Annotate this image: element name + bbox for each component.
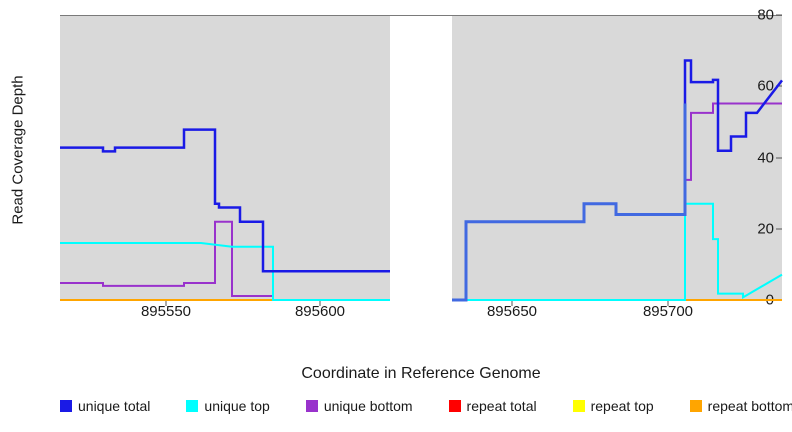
plot-area: 80 60 40 20 0 895550 895600 895650 89570… — [60, 15, 782, 300]
coverage-chart: 80 60 40 20 0 895550 895600 895650 89570… — [0, 0, 792, 432]
left-unique-total-line — [60, 130, 390, 272]
chart-legend: unique total unique top unique bottom re… — [60, 398, 782, 414]
legend-item-unique-bottom: unique bottom — [306, 398, 413, 414]
legend-item-repeat-bottom: repeat bottom — [690, 398, 792, 414]
coverage-lines-svg — [60, 15, 782, 300]
x-tick-895700: 895700 — [643, 303, 693, 320]
x-axis-title: Coordinate in Reference Genome — [60, 365, 782, 383]
x-tick-895650: 895650 — [487, 303, 537, 320]
right-unique-total-highlight-line — [452, 104, 685, 300]
x-tick-895600: 895600 — [295, 303, 345, 320]
legend-item-unique-top: unique top — [186, 398, 269, 414]
legend-label-unique-total: unique total — [78, 398, 150, 414]
repeat-top-swatch-icon — [573, 400, 585, 412]
unique-total-swatch-icon — [60, 400, 72, 412]
repeat-total-swatch-icon — [449, 400, 461, 412]
x-tick-895550: 895550 — [141, 303, 191, 320]
legend-label-repeat-bottom: repeat bottom — [708, 398, 792, 414]
right-unique-top-line — [452, 204, 782, 300]
legend-label-repeat-top: repeat top — [591, 398, 654, 414]
legend-item-unique-total: unique total — [60, 398, 150, 414]
right-unique-bottom-line — [452, 104, 782, 300]
y-axis-title: Read Coverage Depth — [10, 20, 27, 280]
unique-bottom-swatch-icon — [306, 400, 318, 412]
legend-item-repeat-top: repeat top — [573, 398, 654, 414]
legend-label-unique-bottom: unique bottom — [324, 398, 413, 414]
left-unique-bottom-line — [60, 222, 390, 300]
legend-item-repeat-total: repeat total — [449, 398, 537, 414]
unique-top-swatch-icon — [186, 400, 198, 412]
legend-label-repeat-total: repeat total — [467, 398, 537, 414]
right-unique-total-line — [685, 61, 782, 151]
repeat-bottom-swatch-icon — [690, 400, 702, 412]
legend-label-unique-top: unique top — [204, 398, 269, 414]
